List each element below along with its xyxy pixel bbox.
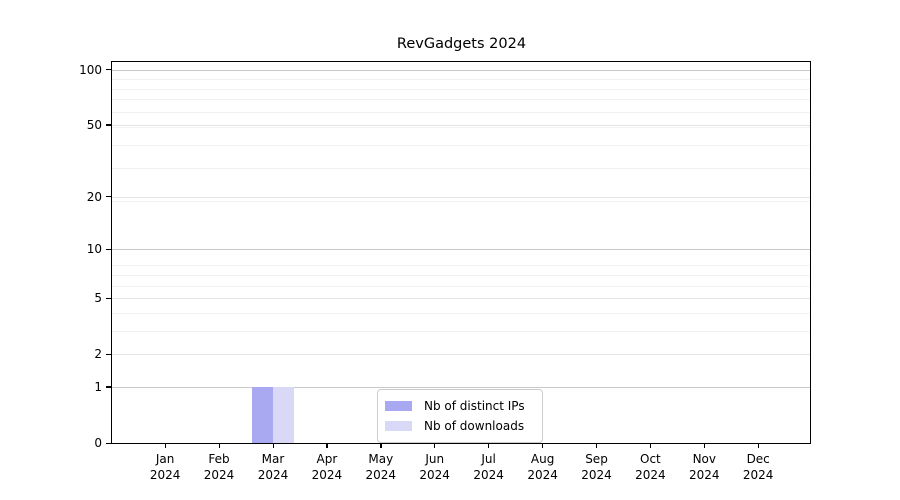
y-tick bbox=[106, 248, 111, 250]
x-tick bbox=[434, 443, 436, 448]
y-tick bbox=[106, 386, 111, 388]
minor-gridline bbox=[112, 167, 810, 169]
minor-gridline bbox=[112, 144, 810, 146]
major-gridline bbox=[112, 69, 810, 71]
legend-label-distinct-ips: Nb of distinct IPs bbox=[424, 399, 525, 413]
major-gridline bbox=[112, 124, 810, 126]
x-tick-label: Mar 2024 bbox=[257, 452, 289, 482]
y-tick-label: 10 bbox=[86, 242, 102, 256]
minor-gridline bbox=[112, 312, 810, 314]
y-tick-label: 5 bbox=[94, 291, 102, 305]
y-tick-label: 50 bbox=[86, 117, 102, 132]
major-gridline bbox=[112, 298, 810, 299]
x-tick-label: Oct 2024 bbox=[635, 452, 666, 482]
y-tick bbox=[106, 442, 111, 444]
major-gridline bbox=[112, 386, 810, 388]
minor-gridline bbox=[112, 88, 810, 90]
major-gridline bbox=[112, 354, 810, 356]
x-tick bbox=[326, 443, 328, 448]
x-tick-label: Aug 2024 bbox=[527, 452, 558, 482]
minor-gridline bbox=[112, 265, 810, 267]
legend-label-downloads: Nb of downloads bbox=[424, 419, 525, 433]
bar-nb-of-downloads bbox=[273, 386, 294, 443]
x-tick bbox=[272, 443, 274, 448]
y-tick-label: 20 bbox=[86, 189, 102, 204]
x-tick-label: Dec 2024 bbox=[742, 452, 774, 482]
x-tick bbox=[164, 443, 166, 448]
minor-gridline bbox=[112, 111, 810, 113]
x-tick-label: Nov 2024 bbox=[689, 452, 720, 482]
chart-title: RevGadgets 2024 bbox=[396, 36, 527, 52]
y-tick-label: 1 bbox=[94, 379, 102, 394]
legend-entry-distinct-ips: Nb of distinct IPs bbox=[385, 396, 534, 416]
x-tick-label: Jul 2024 bbox=[473, 452, 504, 482]
x-tick-label: Feb 2024 bbox=[203, 452, 235, 482]
bar-nb-of-distinct-ips bbox=[252, 386, 273, 443]
x-tick bbox=[757, 443, 759, 448]
x-tick-label: Apr 2024 bbox=[311, 452, 343, 482]
minor-gridline bbox=[112, 99, 810, 101]
y-tick bbox=[106, 124, 111, 126]
x-tick bbox=[542, 443, 544, 448]
minor-gridline bbox=[112, 274, 810, 276]
minor-gridline bbox=[112, 126, 810, 128]
minor-gridline bbox=[112, 330, 810, 332]
x-tick bbox=[703, 443, 706, 448]
y-tick bbox=[106, 297, 111, 299]
y-tick-label: 2 bbox=[94, 347, 102, 362]
major-gridline bbox=[112, 196, 810, 198]
x-tick-label: May 2024 bbox=[365, 452, 397, 482]
x-tick-label: Jan 2024 bbox=[149, 452, 181, 482]
x-tick bbox=[380, 443, 382, 448]
major-gridline bbox=[112, 249, 810, 250]
minor-gridline bbox=[112, 79, 810, 80]
y-tick bbox=[106, 196, 111, 198]
y-tick-label: 0 bbox=[94, 436, 102, 450]
x-tick bbox=[649, 443, 652, 448]
y-tick bbox=[106, 69, 111, 71]
x-tick bbox=[488, 443, 490, 448]
legend-swatch-downloads bbox=[385, 421, 412, 431]
x-tick-label: Jun 2024 bbox=[419, 452, 450, 482]
y-tick-label: 100 bbox=[79, 62, 102, 77]
x-tick-label: Sep 2024 bbox=[581, 452, 612, 482]
x-tick bbox=[218, 443, 220, 448]
legend-swatch-distinct-ips bbox=[385, 401, 412, 411]
y-tick bbox=[106, 353, 111, 355]
x-tick bbox=[596, 443, 598, 448]
legend-entry-downloads: Nb of downloads bbox=[385, 416, 534, 436]
plot-area: Nb of distinct IPs Nb of downloads 0 1 2 5 1… bbox=[79, 61, 811, 482]
minor-gridline bbox=[112, 285, 810, 287]
legend: Nb of distinct IPs Nb of downloads bbox=[377, 389, 543, 443]
minor-gridline bbox=[112, 200, 810, 202]
